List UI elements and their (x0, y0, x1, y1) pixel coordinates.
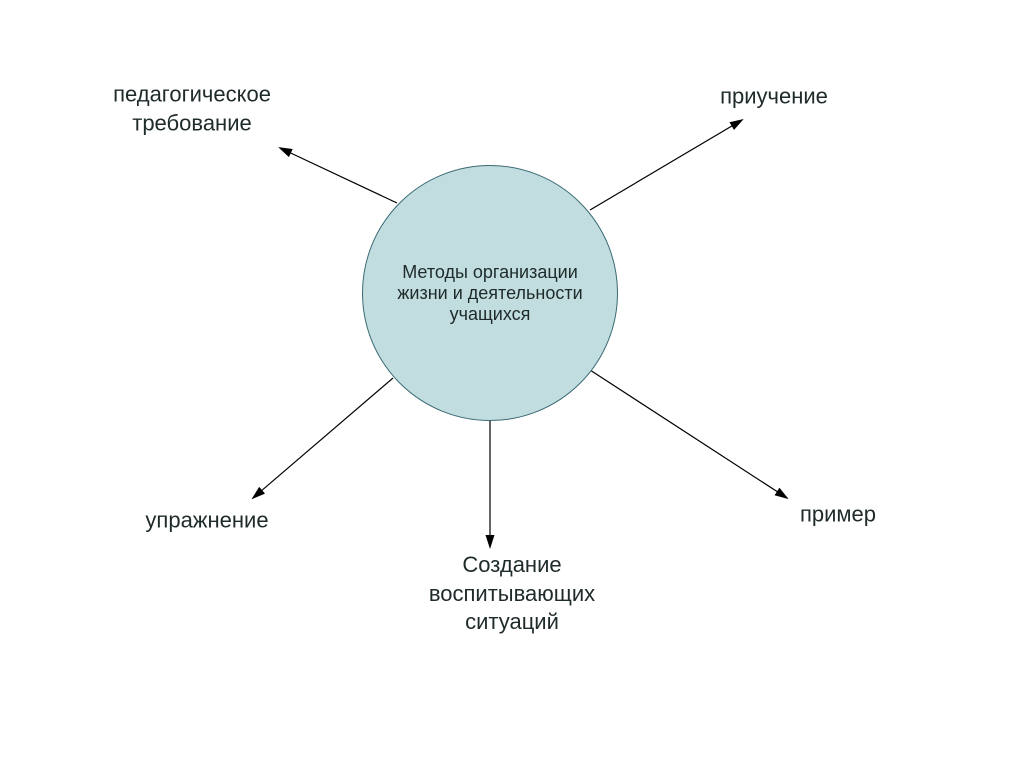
node-creating-situations: Созданиевоспитывающихситуаций (429, 551, 595, 637)
node-habituation: приучение (720, 83, 828, 112)
node-label-text: Созданиевоспитывающихситуаций (429, 552, 595, 634)
node-example: пример (800, 501, 876, 530)
node-exercise: упражнение (145, 507, 268, 536)
node-label-text: приучение (720, 84, 828, 109)
node-pedagogical-requirement: педагогическоетребование (113, 80, 271, 137)
center-node: Методы организациижизни и деятельностиуч… (362, 165, 618, 421)
arrow-example (590, 370, 787, 498)
arrow-exercise (253, 378, 393, 498)
arrow-pedagogical-requirement (280, 148, 397, 203)
node-label-text: пример (800, 502, 876, 527)
center-node-label: Методы организациижизни и деятельностиуч… (397, 262, 582, 325)
node-label-text: педагогическоетребование (113, 81, 271, 135)
node-label-text: упражнение (145, 508, 268, 533)
radial-diagram: Методы организациижизни и деятельностиуч… (0, 0, 1024, 767)
arrow-habituation (590, 120, 742, 210)
